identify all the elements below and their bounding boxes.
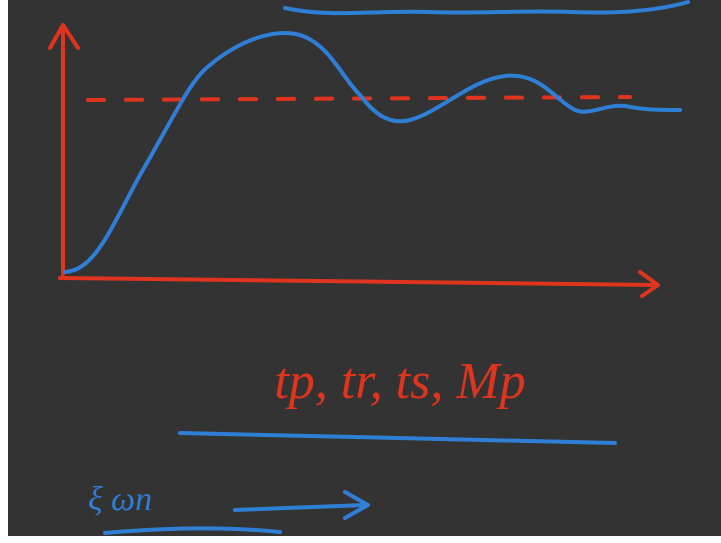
whiteboard: tp, tr, ts, Mp ξ ωn bbox=[0, 0, 721, 543]
parameters: ξ ωn bbox=[88, 481, 152, 518]
board-background bbox=[8, 0, 721, 536]
page: tp, tr, ts, Mp ξ ωn (() => { const data … bbox=[0, 0, 721, 543]
time-specs: tp, tr, ts, Mp bbox=[274, 353, 525, 410]
